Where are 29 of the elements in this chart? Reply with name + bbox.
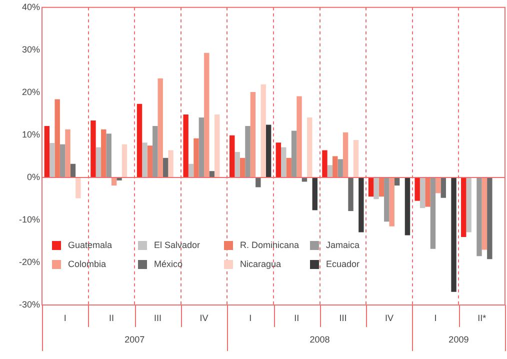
legend-label: El Salvador	[154, 240, 200, 250]
legend-label: Jamaica	[326, 240, 360, 250]
legend-label: R. Dominicana	[240, 240, 300, 250]
text: 2008	[310, 334, 330, 344]
x-tick-label: II	[294, 312, 300, 323]
x-tick-label: I	[64, 312, 66, 323]
x-tick-label: III	[154, 312, 162, 323]
y-tick-label: 30%	[22, 44, 40, 54]
x-tick-label: IV	[384, 312, 394, 323]
legend-label: Colombia	[68, 259, 106, 269]
x-tick-label: II	[108, 312, 114, 323]
y-tick-label: 40%	[22, 2, 40, 12]
legend-label: Ecuador	[326, 259, 360, 269]
y-tick-label: 10%	[22, 129, 40, 140]
x-tick-label: I	[434, 312, 437, 323]
text: 2007	[124, 334, 145, 344]
x-tick-label: III	[339, 312, 347, 323]
y-tick-label: 0%	[26, 172, 40, 182]
legend-label: Guatemala	[68, 240, 112, 250]
y-tick-label: -20%	[18, 256, 40, 267]
y-tick-label: -30%	[18, 299, 40, 310]
x-tick-label: IV	[200, 312, 208, 323]
x-tick-label: I	[249, 312, 252, 323]
legend-label: México	[154, 259, 183, 269]
y-tick-label: 20%	[22, 86, 40, 97]
y-tick-label: -10%	[18, 214, 40, 224]
legend-label: Nicaragua	[240, 259, 282, 269]
text: 2009	[448, 334, 469, 344]
x-tick-label: II*	[478, 312, 487, 323]
